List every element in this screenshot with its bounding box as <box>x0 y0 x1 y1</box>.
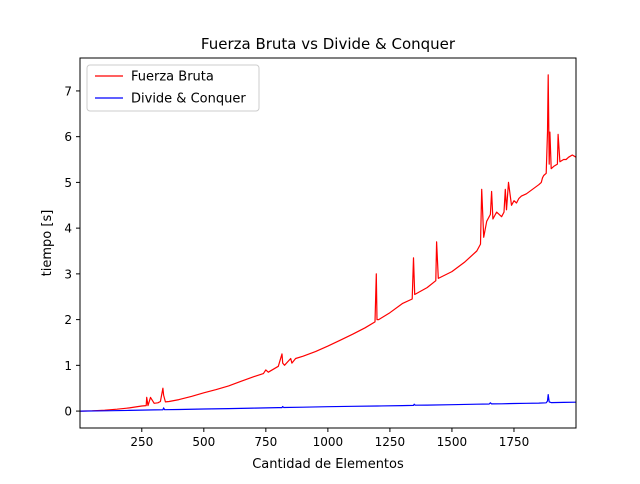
x-axis-label: Cantidad de Elementos <box>252 457 404 472</box>
x-tick-label: 750 <box>254 435 277 449</box>
y-axis-label: tiempo [s] <box>40 210 55 277</box>
series-layer <box>79 74 577 412</box>
x-tick-label: 1750 <box>499 435 530 449</box>
y-tick-label: 6 <box>64 130 72 144</box>
legend-box <box>86 64 260 112</box>
y-tick-label: 5 <box>64 176 72 190</box>
y-tick-label: 7 <box>64 84 72 98</box>
y-tick-label: 0 <box>64 405 72 419</box>
x-tick-label: 1000 <box>313 435 344 449</box>
plot-background <box>80 58 576 428</box>
series-line-divide-conquer <box>79 394 577 412</box>
chart-title: Fuerza Bruta vs Divide & Conquer <box>201 35 456 53</box>
legend-label-fuerza-bruta: Fuerza Bruta <box>131 70 214 85</box>
x-tick-label: 500 <box>192 435 215 449</box>
y-tick-label: 1 <box>64 359 72 373</box>
series-line-fuerza-bruta <box>79 74 577 412</box>
legend-label-divide-conquer: Divide & Conquer <box>131 92 246 107</box>
x-axis-ticks: 250 500 750 1000 1250 1500 1750 <box>130 428 529 449</box>
plot-area <box>80 58 576 428</box>
x-tick-label: 1250 <box>375 435 406 449</box>
y-tick-label: 3 <box>64 267 72 281</box>
y-axis-ticks: 0 1 2 3 4 5 6 7 <box>64 84 80 419</box>
x-tick-label: 1500 <box>437 435 468 449</box>
y-tick-label: 4 <box>64 222 72 236</box>
chart-legend: Fuerza Bruta Divide & Conquer <box>86 64 260 112</box>
y-tick-label: 2 <box>64 313 72 327</box>
x-tick-label: 250 <box>130 435 153 449</box>
